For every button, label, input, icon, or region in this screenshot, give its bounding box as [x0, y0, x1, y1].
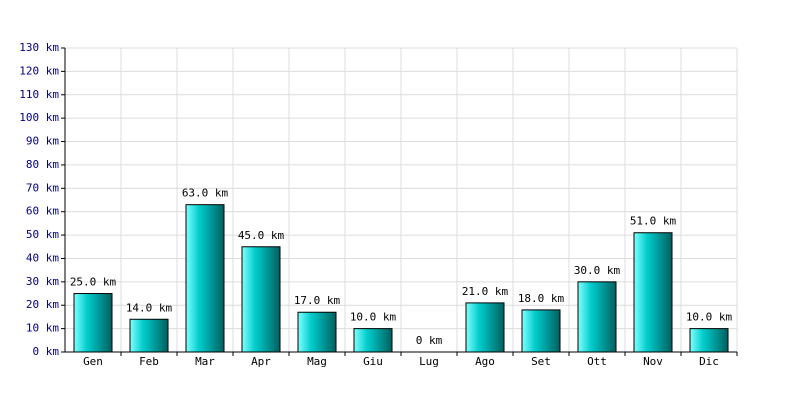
x-tick-label: Ott	[587, 355, 607, 368]
x-tick-label: Giu	[363, 355, 383, 368]
y-tick-label: 70 km	[26, 181, 59, 194]
y-tick-label: 30 km	[26, 275, 59, 288]
x-tick-label: Ago	[475, 355, 495, 368]
bar	[521, 309, 561, 353]
bar	[689, 328, 729, 353]
x-tick-label: Mag	[307, 355, 327, 368]
value-label: 17.0 km	[294, 294, 341, 307]
x-tick-label: Apr	[251, 355, 271, 368]
value-label: 45.0 km	[238, 229, 285, 242]
value-label: 63.0 km	[182, 187, 229, 200]
y-tick-label: 80 km	[26, 158, 59, 171]
bar	[185, 204, 225, 353]
bar	[633, 232, 673, 353]
value-label: 25.0 km	[70, 276, 117, 289]
bar	[241, 246, 281, 353]
y-tick-label: 110 km	[19, 88, 59, 101]
x-tick-label: Dic	[699, 355, 719, 368]
y-tick-label: 20 km	[26, 298, 59, 311]
y-tick-label: 120 km	[19, 64, 59, 77]
bar	[129, 318, 169, 353]
bar	[73, 293, 113, 353]
y-tick-label: 90 km	[26, 135, 59, 148]
x-tick-label: Lug	[419, 355, 439, 368]
value-label: 14.0 km	[126, 301, 173, 314]
value-label: 18.0 km	[518, 292, 565, 305]
value-label: 21.0 km	[462, 285, 509, 298]
bar	[465, 302, 505, 353]
y-tick-label: 60 km	[26, 205, 59, 218]
value-label: 10.0 km	[350, 311, 397, 324]
x-tick-label: Mar	[195, 355, 215, 368]
y-tick-label: 40 km	[26, 251, 59, 264]
value-label: 30.0 km	[574, 264, 621, 277]
x-tick-label: Feb	[139, 355, 159, 368]
y-tick-label: 0 km	[33, 345, 60, 358]
bar	[577, 281, 617, 353]
y-tick-label: 130 km	[19, 41, 59, 54]
value-label: 0 km	[416, 334, 443, 347]
x-tick-label: Gen	[83, 355, 103, 368]
bar	[353, 328, 393, 353]
value-label: 10.0 km	[686, 311, 733, 324]
value-label: 51.0 km	[630, 215, 677, 228]
y-tick-label: 50 km	[26, 228, 59, 241]
bar	[297, 311, 337, 353]
y-tick-label: 100 km	[19, 111, 59, 124]
y-tick-label: 10 km	[26, 322, 59, 335]
x-tick-label: Nov	[643, 355, 663, 368]
x-tick-label: Set	[531, 355, 551, 368]
